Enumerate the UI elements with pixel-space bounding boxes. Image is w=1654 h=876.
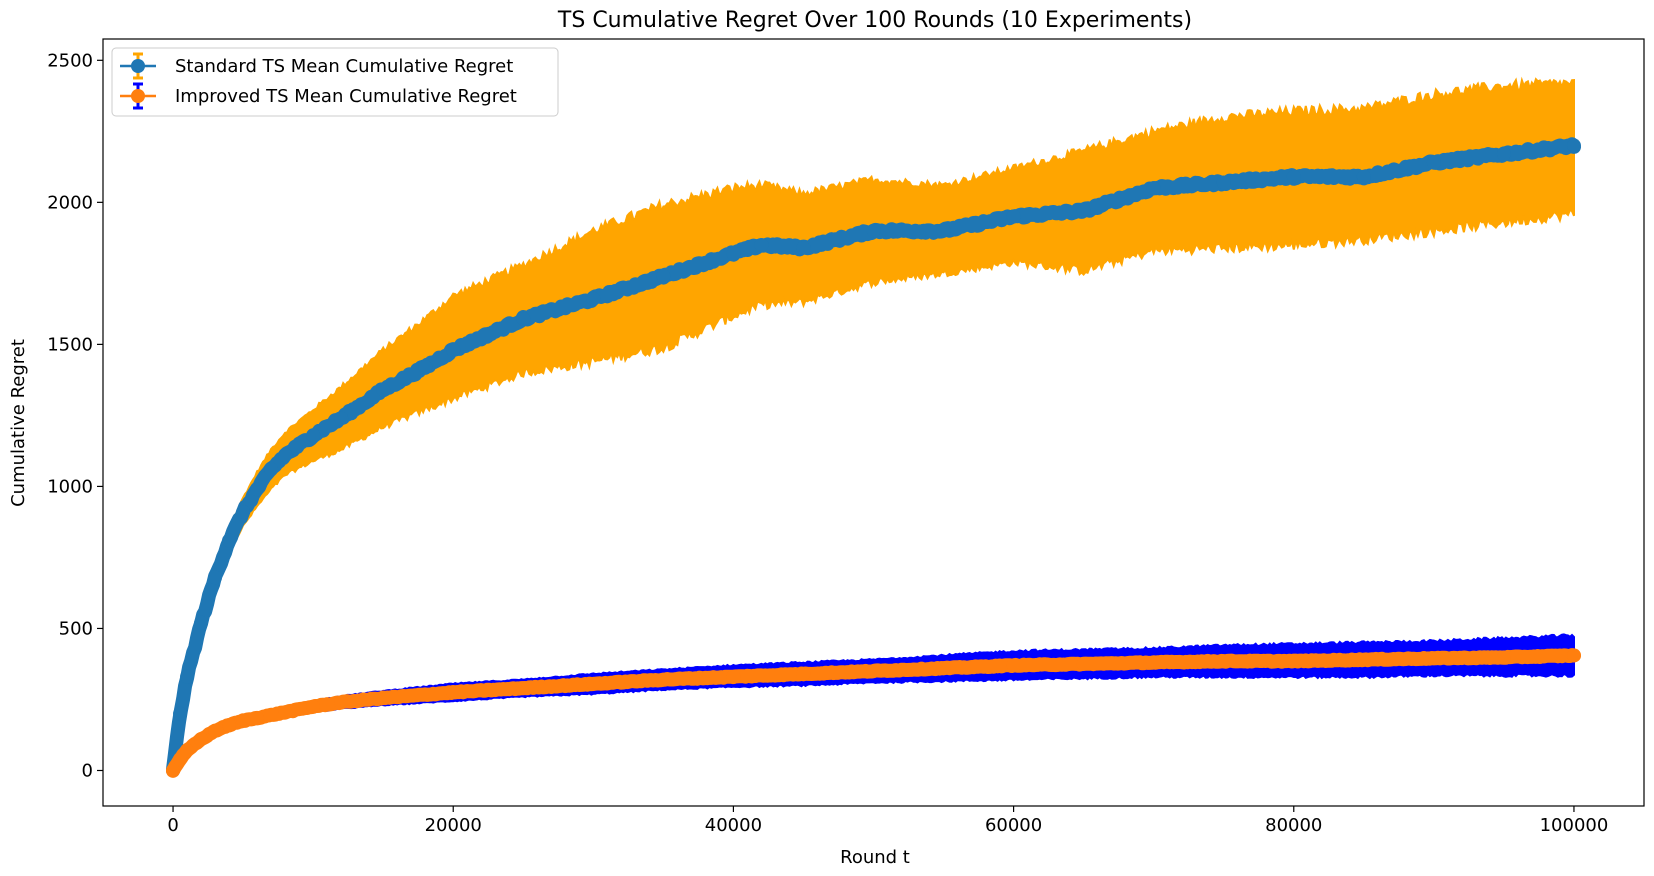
- data-point-standard: [376, 382, 391, 397]
- data-point-standard: [446, 343, 461, 358]
- y-tick-label: 1000: [47, 476, 93, 497]
- data-point-improved: [166, 763, 181, 778]
- x-tick-label: 20000: [425, 815, 482, 836]
- data-point-standard: [173, 706, 188, 721]
- data-point-improved: [180, 743, 195, 758]
- data-point-standard: [236, 504, 251, 519]
- x-tick-label: 60000: [985, 815, 1042, 836]
- data-point-improved: [1566, 648, 1581, 663]
- data-point-standard: [1006, 209, 1021, 224]
- data-point-improved: [1006, 658, 1021, 673]
- x-tick-label: 40000: [705, 815, 762, 836]
- data-point-standard: [516, 311, 531, 326]
- x-axis: 0 20000 40000 60000 80000 100000: [167, 806, 1608, 836]
- data-point-improved: [1356, 652, 1371, 667]
- legend-label-standard: Standard TS Mean Cumulative Regret: [175, 56, 513, 77]
- data-point-standard: [306, 428, 321, 443]
- data-point-improved: [1146, 655, 1161, 670]
- data-point-standard: [586, 291, 601, 306]
- data-point-improved: [726, 669, 741, 684]
- x-tick-label: 80000: [1265, 815, 1322, 836]
- legend: Standard TS Mean Cumulative Regret Impro…: [111, 47, 559, 117]
- data-point-standard: [250, 482, 265, 497]
- data-point-standard: [208, 570, 223, 585]
- legend-box: [111, 47, 559, 117]
- y-tick-label: 500: [59, 618, 93, 639]
- data-point-standard: [1216, 175, 1231, 190]
- data-point-improved: [334, 695, 349, 710]
- y-tick-label: 2500: [47, 50, 93, 71]
- data-point-standard: [418, 360, 433, 375]
- data-point-standard: [1146, 181, 1161, 196]
- data-point-improved: [796, 666, 811, 681]
- data-point-improved: [586, 676, 601, 691]
- data-point-standard: [936, 223, 951, 238]
- legend-label-improved: Improved TS Mean Cumulative Regret: [175, 86, 517, 107]
- data-point-standard: [1076, 203, 1091, 218]
- data-point-standard: [180, 669, 195, 684]
- data-point-standard: [866, 223, 881, 238]
- data-point-improved: [278, 705, 293, 720]
- data-point-standard: [656, 269, 671, 284]
- data-point-standard: [222, 533, 237, 548]
- data-point-improved: [236, 713, 251, 728]
- data-point-standard: [1426, 155, 1441, 170]
- x-tick-label: 100000: [1540, 815, 1609, 836]
- data-point-improved: [866, 664, 881, 679]
- data-point-standard: [194, 615, 209, 630]
- data-point-improved: [936, 661, 951, 676]
- y-tick-label: 1500: [47, 334, 93, 355]
- data-point-improved: [446, 685, 461, 700]
- plot-frame: [102, 38, 1645, 807]
- data-point-standard: [1356, 169, 1371, 184]
- data-point-standard: [1286, 169, 1301, 184]
- y-axis-label: Cumulative Regret: [8, 339, 29, 507]
- data-point-improved: [1426, 651, 1441, 666]
- data-point-standard: [264, 462, 279, 477]
- data-point-improved: [1216, 654, 1231, 669]
- data-point-improved: [222, 718, 237, 733]
- data-point-improved: [1286, 654, 1301, 669]
- data-point-standard: [726, 246, 741, 261]
- data-point-standard: [278, 448, 293, 463]
- x-tick-label: 0: [167, 815, 178, 836]
- legend-marker-improved: [131, 89, 145, 103]
- chart-title: TS Cumulative Regret Over 100 Rounds (10…: [557, 8, 1192, 33]
- data-point-improved: [376, 691, 391, 706]
- data-point-improved: [1496, 650, 1511, 665]
- data-point-improved: [194, 732, 209, 747]
- y-tick-label: 2000: [47, 192, 93, 213]
- data-point-improved: [1076, 656, 1091, 671]
- x-axis-label: Round t: [840, 847, 910, 868]
- data-point-improved: [306, 699, 321, 714]
- y-tick-label: 0: [82, 760, 93, 781]
- data-point-standard: [1496, 147, 1511, 162]
- data-point-improved: [208, 723, 223, 738]
- data-point-standard: [334, 411, 349, 426]
- y-axis: 0 500 1000 1500 2000 2500: [47, 50, 103, 781]
- legend-marker-standard: [131, 59, 145, 73]
- data-point-standard: [754, 237, 769, 252]
- mean-lines: [166, 137, 1581, 778]
- data-point-standard: [1566, 138, 1581, 153]
- data-point-improved: [250, 710, 265, 725]
- data-point-improved: [656, 672, 671, 687]
- data-point-standard: [796, 240, 811, 255]
- data-point-improved: [516, 681, 531, 696]
